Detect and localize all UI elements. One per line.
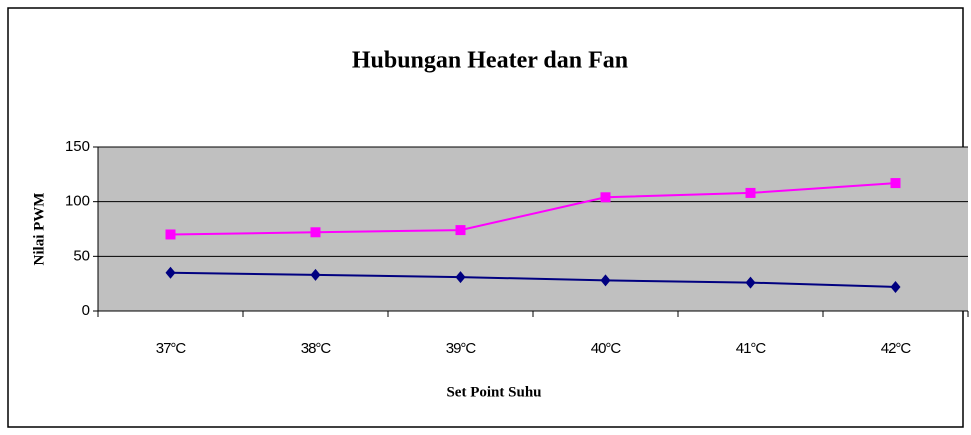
marker [600,274,611,287]
x-tick-label: 37°C [156,340,187,357]
marker [310,227,321,238]
y-tick-label: 150 [65,138,90,155]
x-tick-label: 38°C [301,340,332,357]
marker [165,229,176,240]
y-tick-label: 0 [82,302,90,319]
x-tick-label: 41°C [736,340,767,357]
y-tick-label: 100 [65,193,90,210]
marker [455,225,466,236]
marker [890,178,901,189]
x-tick-label: 39°C [446,340,477,357]
marker [890,280,901,293]
chart-title: Hubungan Heater dan Fan [352,48,628,74]
y-axis-label: Nilai PWM [31,193,47,266]
y-tick-label: 50 [73,247,90,264]
marker [455,271,466,284]
series-line [170,271,896,288]
x-axis-label: Set Point Suhu [446,384,541,400]
marker [600,192,611,203]
plot-area [98,147,968,311]
series-line [170,182,896,236]
marker [745,276,756,289]
x-tick-label: 40°C [591,340,622,357]
marker [310,268,321,281]
marker [165,266,176,279]
marker [745,187,756,198]
x-tick-label: 42°C [881,340,912,357]
